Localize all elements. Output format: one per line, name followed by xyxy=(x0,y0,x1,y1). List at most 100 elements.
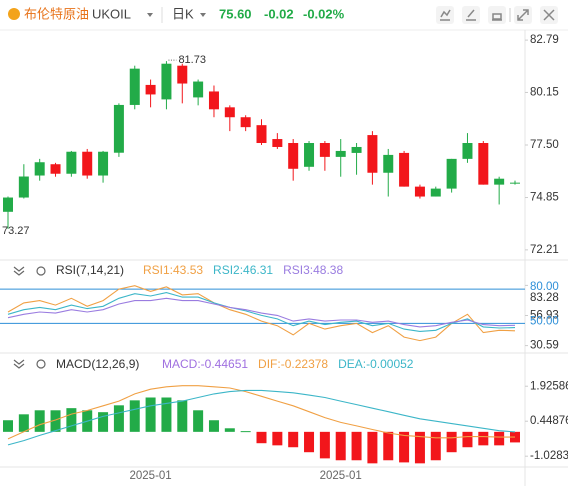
tool-button[interactable] xyxy=(488,6,506,24)
candle-body xyxy=(34,162,45,176)
candle-body xyxy=(161,63,172,100)
reference-label: 50.00 xyxy=(530,315,559,327)
candle-body xyxy=(177,65,188,84)
candle-body xyxy=(129,68,140,105)
macd-bar xyxy=(462,431,473,448)
macd-bar xyxy=(208,420,219,432)
candle-body xyxy=(351,146,362,153)
symbol-code[interactable]: UKOIL xyxy=(92,6,131,21)
candle-body xyxy=(462,143,473,159)
indicator-title: MACD(12,26,9) xyxy=(56,357,139,371)
macd-bar xyxy=(304,431,315,453)
macd-bar xyxy=(367,431,378,464)
macd-bar xyxy=(430,431,441,461)
candle-body xyxy=(50,164,61,174)
macd-bar xyxy=(446,431,457,453)
macd-bar xyxy=(66,408,77,432)
candle-body xyxy=(3,197,13,212)
macd-bar xyxy=(478,431,489,446)
low-annotation: 73.27 xyxy=(2,225,30,237)
macd-bar xyxy=(34,410,45,432)
candle-body xyxy=(82,151,93,176)
candle-body xyxy=(193,81,204,98)
candle-body xyxy=(510,182,520,184)
y-tick-label: 1.92586 xyxy=(530,380,568,392)
candle-body xyxy=(208,91,219,110)
candle-body xyxy=(224,107,235,118)
toolbar xyxy=(436,6,558,24)
candle-body xyxy=(319,143,330,157)
macd-bar xyxy=(383,431,394,461)
rsi-line xyxy=(7,297,516,328)
symbol-name[interactable]: 布伦特原油 xyxy=(24,6,89,21)
tool-icon xyxy=(492,13,502,21)
macd-bar xyxy=(256,431,267,444)
candle-body xyxy=(478,143,489,185)
candle-body xyxy=(66,151,77,174)
tool-icon xyxy=(543,9,555,21)
macd-bar xyxy=(3,420,13,432)
macd-bar xyxy=(351,431,362,461)
reference-label: 80.00 xyxy=(530,281,559,293)
legend-entry: DIF:-0.22378 xyxy=(258,357,328,371)
macd-bar xyxy=(288,431,299,448)
candle-body xyxy=(288,143,299,169)
y-tick-label: 72.21 xyxy=(530,244,559,256)
indicator-title: RSI(7,14,21) xyxy=(56,263,124,277)
price: 75.60 xyxy=(219,6,252,21)
candle-body xyxy=(446,158,457,189)
candle-body xyxy=(18,176,29,198)
macd-line xyxy=(7,385,515,440)
collapse-icon[interactable] xyxy=(13,266,25,276)
macd-line xyxy=(7,389,516,446)
candle-body xyxy=(399,152,410,187)
settings-icon[interactable] xyxy=(36,359,46,369)
candle-body xyxy=(98,151,109,176)
period-dropdown[interactable] xyxy=(200,13,206,17)
y-tick-label: 74.85 xyxy=(530,192,559,204)
tool-icon xyxy=(440,9,451,21)
tool-button[interactable] xyxy=(436,6,454,24)
macd-bar xyxy=(399,431,410,463)
tool-button[interactable] xyxy=(462,6,480,24)
candle-body xyxy=(113,104,124,153)
macd-bar xyxy=(272,431,283,446)
change-pct: -0.02% xyxy=(303,6,345,21)
candle-body xyxy=(335,150,346,157)
tool-icon xyxy=(517,9,529,21)
candle-body xyxy=(256,125,267,144)
candle-body xyxy=(145,84,156,95)
y-tick-label: 80.15 xyxy=(530,86,559,98)
candle-body xyxy=(414,186,425,197)
rsi-line xyxy=(7,285,516,342)
candle-body xyxy=(430,188,441,197)
macd-bar xyxy=(177,400,188,432)
legend-entry: MACD:-0.44651 xyxy=(162,357,248,371)
period[interactable]: 日K xyxy=(172,6,194,21)
candle-body xyxy=(304,143,315,167)
candle-body xyxy=(383,154,394,173)
legend-entry: DEA:-0.00052 xyxy=(338,357,414,371)
collapse-icon[interactable] xyxy=(13,359,25,369)
x-tick-label: 2025-01 xyxy=(129,470,171,482)
change: -0.02 xyxy=(264,6,294,21)
tool-icon xyxy=(466,9,476,21)
symbol-icon xyxy=(8,8,20,20)
macd-bar xyxy=(50,410,61,432)
macd-bar xyxy=(193,410,204,432)
y-tick-label: 56.93 xyxy=(530,310,559,322)
settings-icon[interactable] xyxy=(36,266,46,276)
y-tick-label: 77.50 xyxy=(530,139,559,151)
legend-entry: RSI1:43.53 xyxy=(143,263,203,277)
macd-bar xyxy=(145,397,156,432)
candle-body xyxy=(367,135,378,173)
rsi-panel-icons xyxy=(13,266,46,369)
macd-bar xyxy=(18,414,29,432)
symbol-dropdown[interactable] xyxy=(147,13,153,17)
y-tick-label: 0.44876 xyxy=(530,415,568,427)
rsi-line xyxy=(7,292,516,332)
candle-body xyxy=(272,139,283,147)
macd-bar xyxy=(161,397,172,432)
